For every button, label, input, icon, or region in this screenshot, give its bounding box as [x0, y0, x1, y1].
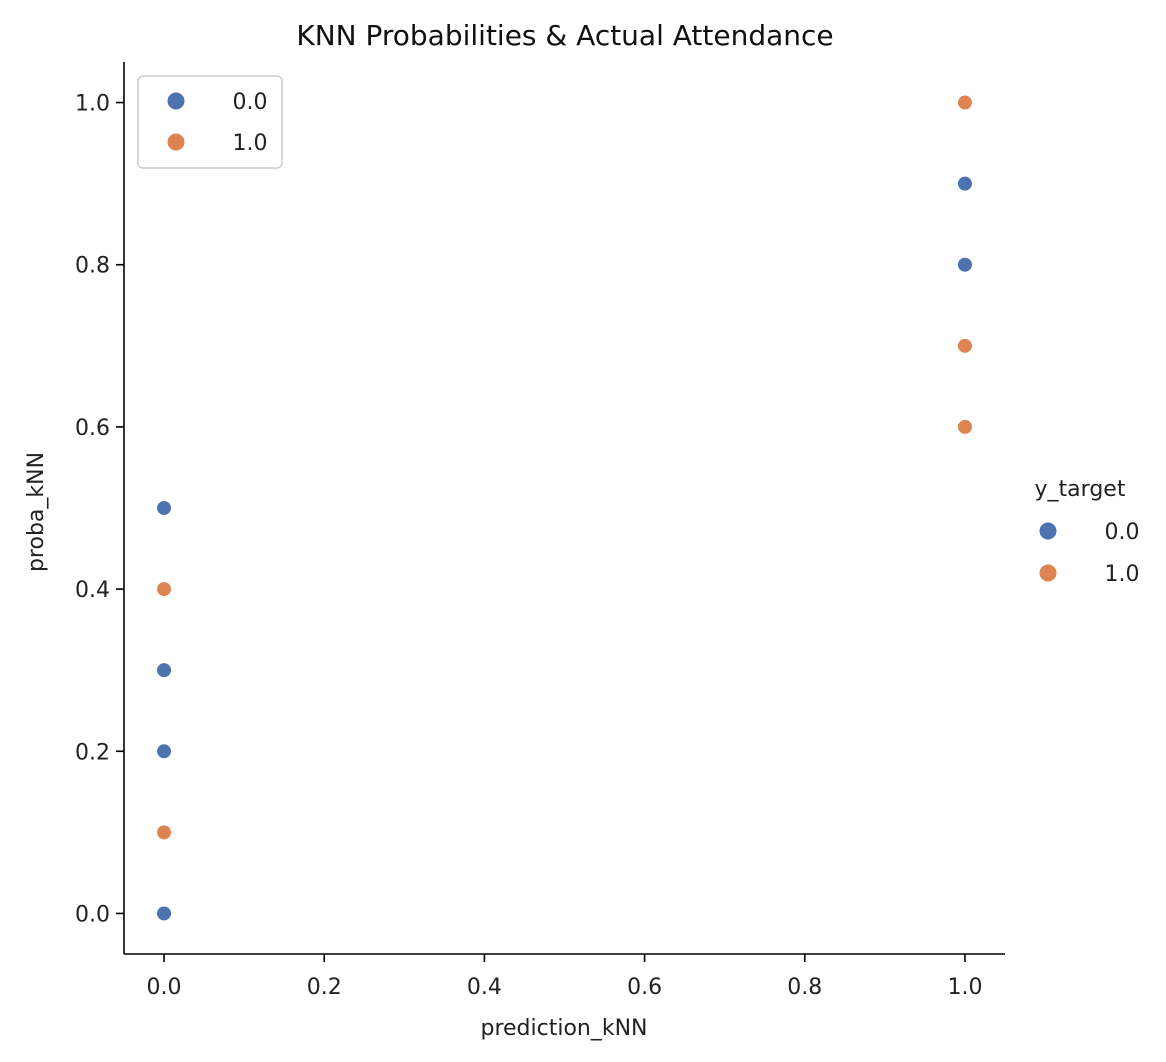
- scatter-point: [156, 743, 173, 760]
- y-tick-label: 0.0: [75, 902, 110, 927]
- x-tick-label: 1.0: [947, 975, 982, 1000]
- legend-title: y_target: [1035, 477, 1126, 502]
- plot-area: 0.0 0.2 0.4 0.6 0.8 1.0 0.0 0.2 0.4 0.6 0.8 1.0: [75, 62, 1005, 1000]
- y-tick-label: 0.6: [75, 416, 110, 441]
- x-tick-label: 0.2: [307, 975, 342, 1000]
- y-tick-label: 0.2: [75, 740, 110, 765]
- legend-upper-left: 0.0 1.0: [137, 75, 283, 169]
- y-tick-label: 1.0: [75, 92, 110, 117]
- y-axis-label: proba_kNN: [24, 452, 49, 572]
- scatter-point: [956, 94, 973, 111]
- scatter-point: [156, 662, 173, 679]
- scatter-point: [156, 581, 173, 598]
- y-tick-label: 0.4: [75, 578, 110, 603]
- legend-outside-right: y_target 0.0 1.0: [1035, 477, 1140, 587]
- legend-entry-label: 0.0: [233, 90, 268, 115]
- data-points: [156, 94, 973, 922]
- scatter-point: [156, 824, 173, 841]
- x-axis-label: prediction_kNN: [480, 1016, 647, 1041]
- chart-title: KNN Probabilities & Actual Attendance: [296, 19, 833, 52]
- x-ticks: 0.0 0.2 0.4 0.6 0.8 1.0: [147, 954, 982, 1000]
- legend-marker: [1038, 521, 1058, 541]
- scatter-point: [956, 418, 973, 435]
- y-ticks: 0.0 0.2 0.4 0.6 0.8 1.0: [75, 92, 124, 927]
- scatter-point: [956, 175, 973, 192]
- x-tick-label: 0.6: [627, 975, 662, 1000]
- scatter-point: [956, 256, 973, 273]
- x-tick-label: 0.4: [467, 975, 502, 1000]
- legend-entry-label: 0.0: [1105, 520, 1140, 545]
- legend-marker: [166, 132, 186, 152]
- legend-marker: [166, 91, 186, 111]
- legend-entry-label: 1.0: [1105, 562, 1140, 587]
- x-tick-label: 0.8: [787, 975, 822, 1000]
- x-tick-label: 0.0: [147, 975, 182, 1000]
- legend-marker: [1038, 563, 1058, 583]
- y-tick-label: 0.8: [75, 254, 110, 279]
- scatter-point: [156, 500, 173, 516]
- scatter-point: [156, 905, 173, 922]
- legend-entry-label: 1.0: [233, 131, 268, 156]
- scatter-point: [956, 337, 973, 354]
